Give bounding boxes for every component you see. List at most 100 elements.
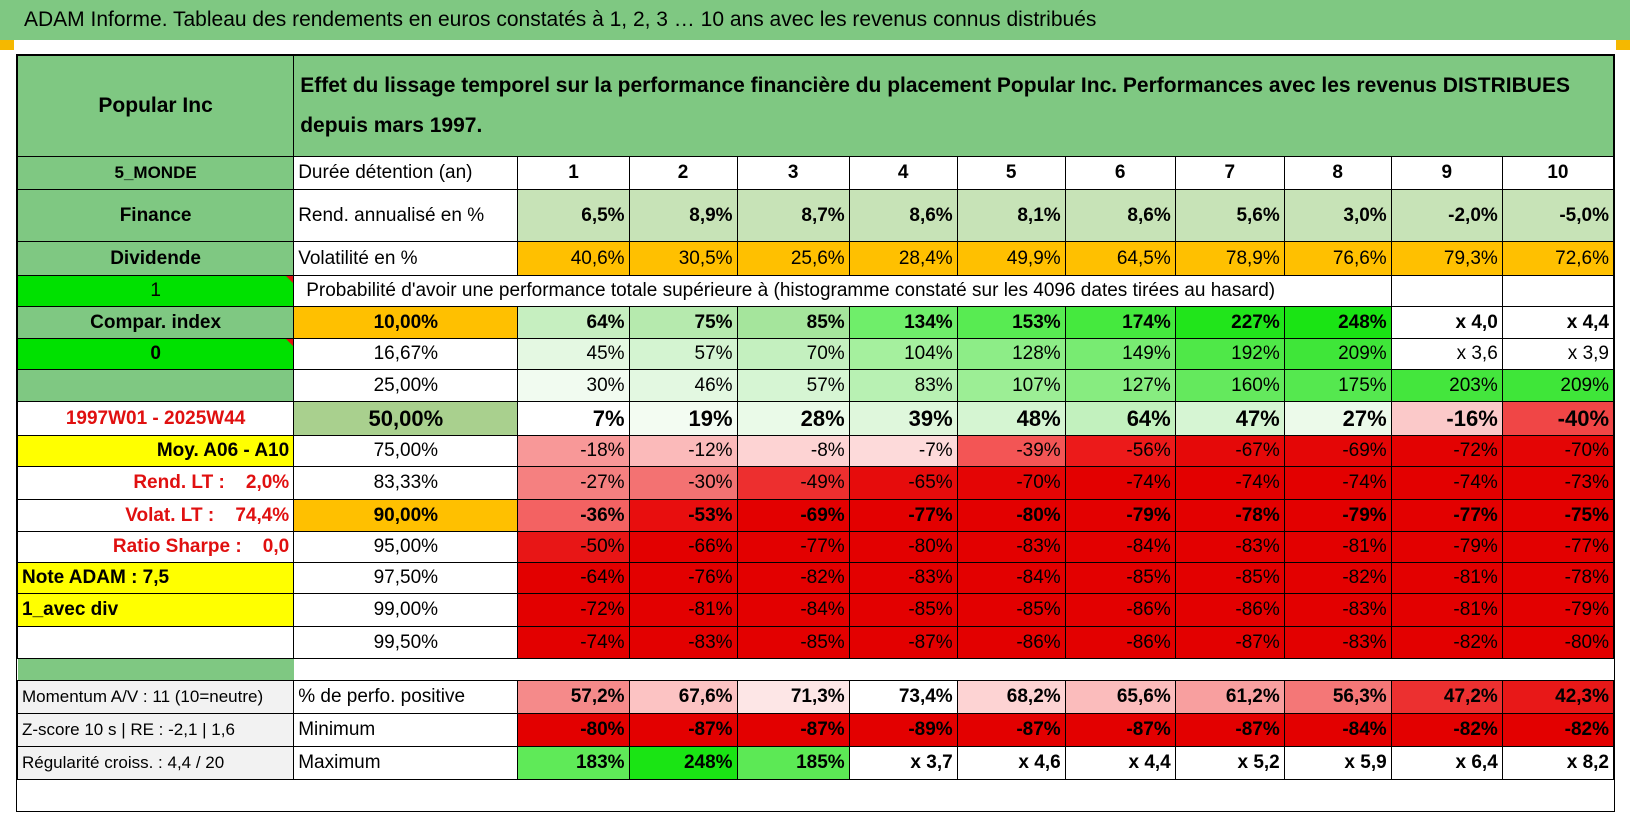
quantile-cell: -56% xyxy=(1064,435,1176,467)
quantile-cell: 127% xyxy=(1064,369,1176,402)
rend-cell-2: 8,9% xyxy=(628,189,738,242)
vol-cell-10: 72,6% xyxy=(1501,241,1615,276)
quantile-cell: -49% xyxy=(736,466,850,500)
stats-cell: 61,2% xyxy=(1174,680,1285,714)
quantile-cell: 57% xyxy=(628,338,738,370)
quantile-row: Compar. index 10,00% 64% 75% 85% 134% 153% 174%… xyxy=(16,306,1615,339)
quantile-cell: 39% xyxy=(848,401,958,436)
side-compar: Compar. index xyxy=(16,306,295,339)
stats-cell: -87% xyxy=(628,713,738,747)
quantile-cell: -80% xyxy=(956,499,1066,532)
quantile-cell: -16% xyxy=(1390,401,1503,436)
quantile-cell: 46% xyxy=(628,369,738,402)
quantile-cell: -85% xyxy=(736,626,850,659)
stats-cell: -87% xyxy=(956,713,1066,747)
quantile-row: 0 16,67% 45% 57% 70% 104% 128% 149% 192% 209% x 3,… xyxy=(16,338,1615,370)
stats-cell: x 6,4 xyxy=(1390,746,1503,780)
stats-cell: 42,3% xyxy=(1501,680,1615,714)
quantile-cell: -70% xyxy=(956,466,1066,500)
quantile-cell: -50% xyxy=(517,531,630,563)
quantile-cell: -83% xyxy=(1283,626,1392,659)
quantile-row: 1_avec div 99,00% -72% -81% -84% -85% -85% -86%… xyxy=(16,593,1615,627)
quantile-cell: -86% xyxy=(1064,593,1176,627)
stats-cell: 65,6% xyxy=(1064,680,1176,714)
side-volat-lt: Volat. LT : 74,4% xyxy=(16,499,295,532)
quantile-cell: -83% xyxy=(1283,593,1392,627)
rend-cell-4: 8,6% xyxy=(848,189,958,242)
side-moy: Moy. A06 - A10 xyxy=(16,435,295,467)
quantile-label: 10,00% xyxy=(293,306,519,339)
quantile-cell: 227% xyxy=(1174,306,1285,339)
vol-row: Dividende Volatilité en % 40,6% 30,5% 25,6… xyxy=(16,241,1615,276)
quantile-row: Ratio Sharpe : 0,0 95,00% -50% -66% -77% -80%… xyxy=(16,531,1615,563)
quantile-cell: -77% xyxy=(1390,499,1503,532)
stats-cell: -80% xyxy=(517,713,630,747)
vol-cell-1: 40,6% xyxy=(517,241,630,276)
side-empty xyxy=(16,626,295,659)
corner-marker-right xyxy=(1616,40,1630,50)
quantile-cell: 85% xyxy=(736,306,850,339)
quantile-cell: -82% xyxy=(1390,626,1503,659)
quantile-cell: 104% xyxy=(848,338,958,370)
rend-cell-3: 8,7% xyxy=(736,189,850,242)
quantile-cell: 45% xyxy=(517,338,630,370)
quantile-label: 83,33% xyxy=(293,466,519,500)
quantile-label: 75,00% xyxy=(293,435,519,467)
vol-cell-9: 79,3% xyxy=(1390,241,1503,276)
spacer-row xyxy=(17,658,1614,681)
quantile-cell: -69% xyxy=(1283,435,1392,467)
quantile-cell: -64% xyxy=(517,562,630,594)
quantile-cell: -81% xyxy=(1390,562,1503,594)
quantile-cell: 30% xyxy=(517,369,630,402)
quantile-cell: -83% xyxy=(848,562,958,594)
stats-cell: x 4,4 xyxy=(1064,746,1176,780)
quantile-cell: 57% xyxy=(736,369,850,402)
quantile-cell: -80% xyxy=(1501,626,1615,659)
stats-cell: x 3,7 xyxy=(848,746,958,780)
quantile-label: 97,50% xyxy=(293,562,519,594)
quantile-cell: -30% xyxy=(628,466,738,500)
side-avec-div: 1_avec div xyxy=(16,593,295,627)
stats-cell: 68,2% xyxy=(956,680,1066,714)
stats-cell: x 8,2 xyxy=(1501,746,1615,780)
year-header-10: 10 xyxy=(1501,156,1615,190)
quantile-cell: -36% xyxy=(517,499,630,532)
stats-cell: -82% xyxy=(1390,713,1503,747)
quantile-label: 99,00% xyxy=(293,593,519,627)
side-sharpe: Ratio Sharpe : 0,0 xyxy=(16,531,295,563)
quantile-cell: -86% xyxy=(1174,593,1285,627)
quantile-cell: 75% xyxy=(628,306,738,339)
quantile-cell: -82% xyxy=(1283,562,1392,594)
stats-row-pct-pos: Momentum A/V : 11 (10=neutre)% de perfo.… xyxy=(16,680,1615,714)
quantile-cell: 192% xyxy=(1174,338,1285,370)
stats-cell: 183% xyxy=(517,746,630,780)
quantile-cell: x 3,9 xyxy=(1501,338,1615,370)
quantile-cell: -18% xyxy=(517,435,630,467)
quantile-label: 90,00% xyxy=(293,499,519,532)
quantile-cell: -8% xyxy=(736,435,850,467)
quantile-cell: 175% xyxy=(1283,369,1392,402)
quantile-cell: 107% xyxy=(956,369,1066,402)
quantile-cell: -83% xyxy=(1174,531,1285,563)
vol-cell-4: 28,4% xyxy=(848,241,958,276)
quantile-cell: 83% xyxy=(848,369,958,402)
years-row: 5_MONDE Durée détention (an) 1 2 3 4 5 6 7 8 9 10 xyxy=(16,156,1615,190)
stats-label-maximum: Maximum xyxy=(293,746,519,780)
proba-empty-10 xyxy=(1501,275,1615,307)
year-header-4: 4 xyxy=(848,156,958,190)
rend-row: Finance Rend. annualisé en % 6,5% 8,9% 8,7… xyxy=(16,189,1615,242)
quantile-cell: 153% xyxy=(956,306,1066,339)
side-flag0[interactable]: 0 xyxy=(16,338,295,370)
quantile-row: 25,00% 30% 46% 57% 83% 107% 127% 160% 175% 203% 20… xyxy=(16,369,1615,402)
quantile-cell: -78% xyxy=(1174,499,1285,532)
rend-cell-5: 8,1% xyxy=(956,189,1066,242)
side-zscore: Z-score 10 s | RE : -2,1 | 1,6 xyxy=(16,713,295,747)
quantile-label: 99,50% xyxy=(293,626,519,659)
side-period: 1997W01 - 2025W44 xyxy=(16,401,295,436)
quantile-label: 16,67% xyxy=(293,338,519,370)
flag-one-cell[interactable]: 1 xyxy=(16,275,295,307)
year-header-3: 3 xyxy=(736,156,850,190)
quantile-cell: -27% xyxy=(517,466,630,500)
sector-label: Finance xyxy=(16,189,295,242)
quantile-cell: -72% xyxy=(1390,435,1503,467)
